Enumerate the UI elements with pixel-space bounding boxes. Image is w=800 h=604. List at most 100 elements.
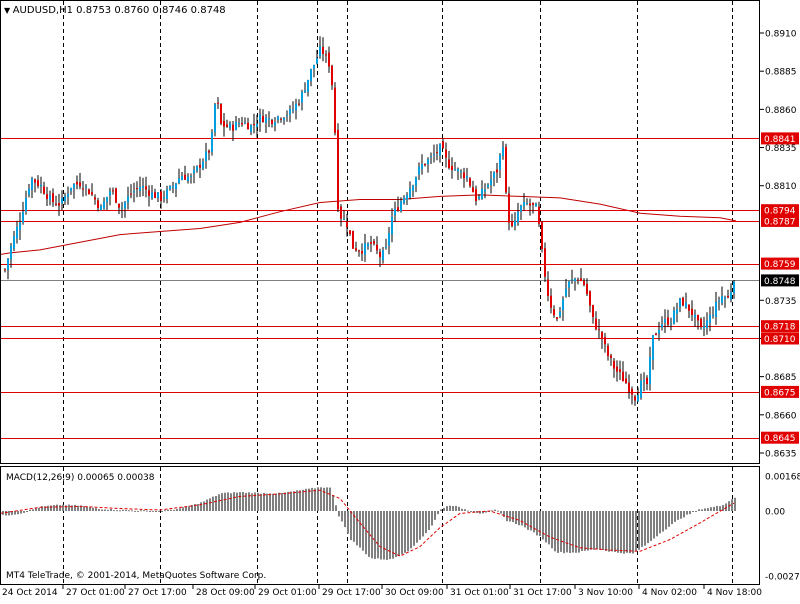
- macd-bar: [14, 511, 16, 515]
- candle: [319, 46, 321, 57]
- macd-bar: [428, 511, 430, 530]
- macd-bar: [134, 510, 136, 512]
- candle: [550, 295, 552, 308]
- macd-bar: [35, 508, 37, 511]
- candle: [277, 116, 279, 120]
- chart-menu-icon[interactable]: ▼: [4, 6, 13, 15]
- macd-bar: [44, 506, 46, 511]
- macd-bar: [632, 511, 634, 554]
- macd-bar: [458, 506, 460, 511]
- macd-bar: [83, 506, 85, 511]
- macd-bar: [434, 511, 436, 520]
- candle: [175, 183, 177, 190]
- candle: [379, 251, 381, 258]
- macd-bar: [389, 511, 391, 560]
- macd-bar: [704, 508, 706, 511]
- candle: [481, 189, 483, 199]
- macd-bar: [71, 505, 73, 511]
- macd-bar: [419, 511, 421, 540]
- candle: [373, 241, 375, 244]
- candle: [388, 233, 390, 246]
- candle: [730, 292, 732, 300]
- macd-bar: [374, 511, 376, 559]
- candle: [493, 172, 495, 179]
- macd-bar: [32, 509, 34, 511]
- macd-bar: [302, 489, 304, 511]
- candle: [631, 389, 633, 395]
- candle: [76, 181, 78, 185]
- macd-bar: [86, 506, 88, 511]
- macd-bar: [248, 492, 250, 511]
- macd-bar: [320, 487, 322, 511]
- macd-bar: [467, 510, 469, 512]
- macd-bar: [671, 511, 673, 525]
- candle: [628, 382, 630, 392]
- candle: [604, 337, 606, 345]
- candle: [469, 178, 471, 186]
- candle: [418, 166, 420, 175]
- level-price-badge: [761, 257, 799, 270]
- macd-bar: [569, 511, 571, 553]
- macd-bar: [416, 511, 418, 543]
- macd-bar: [17, 511, 19, 515]
- candle: [301, 92, 303, 103]
- macd-bar: [503, 511, 505, 517]
- macd-bar: [392, 511, 394, 559]
- candle: [583, 280, 585, 285]
- candle: [352, 230, 354, 249]
- macd-bar: [158, 510, 160, 512]
- candle: [514, 220, 516, 226]
- macd-bar: [494, 509, 496, 511]
- macd-bar: [599, 511, 601, 550]
- macd-bar: [422, 511, 424, 537]
- candle: [232, 124, 234, 131]
- candle: [598, 329, 600, 331]
- candle: [73, 184, 75, 189]
- candle: [193, 170, 195, 174]
- macd-bar: [716, 505, 718, 511]
- macd-bar: [200, 502, 202, 511]
- macd-bar: [104, 509, 106, 511]
- macd-bar: [698, 509, 700, 511]
- level-price-label: 0.8675: [764, 388, 796, 398]
- macd-bar: [125, 509, 127, 511]
- candle: [556, 317, 558, 319]
- candle: [178, 178, 180, 184]
- candle: [286, 115, 288, 117]
- macd-bar: [653, 511, 655, 539]
- macd-bar: [113, 510, 115, 512]
- candle: [133, 191, 135, 193]
- macd-bar: [152, 510, 154, 512]
- candle: [91, 192, 93, 195]
- macd-bar: [515, 511, 517, 524]
- time-tick-label: 29 Oct 17:00: [322, 588, 381, 598]
- macd-bar: [461, 508, 463, 511]
- candle: [595, 318, 597, 330]
- time-tick-label: 31 Oct 01:00: [450, 588, 509, 598]
- macd-bar: [170, 509, 172, 511]
- price-tick-label: 0.8835: [765, 144, 797, 154]
- macd-bar: [635, 511, 637, 552]
- candle: [532, 202, 534, 205]
- macd-bar: [386, 511, 388, 560]
- macd-bar: [68, 504, 70, 511]
- macd-bar: [548, 511, 550, 545]
- macd-bar: [443, 507, 445, 511]
- candle: [121, 207, 123, 209]
- symbol-header[interactable]: ▼ AUDUSD,H1 0.8753 0.8760 0.8746 0.8748: [4, 5, 226, 16]
- candle: [400, 201, 402, 212]
- macd-tick-label: 0.00: [765, 508, 785, 518]
- current-price-label: 0.8748: [764, 277, 796, 287]
- macd-bar: [122, 509, 124, 511]
- candle: [154, 192, 156, 198]
- level-price-label: 0.8718: [764, 323, 796, 333]
- candle: [568, 281, 570, 288]
- price-tick-label: 0.8885: [765, 68, 797, 78]
- price-tick-label: 0.8685: [765, 373, 797, 383]
- macd-bar: [551, 511, 553, 549]
- candle: [490, 179, 492, 186]
- price-tick-label: 0.8635: [765, 450, 797, 460]
- candle: [181, 176, 183, 180]
